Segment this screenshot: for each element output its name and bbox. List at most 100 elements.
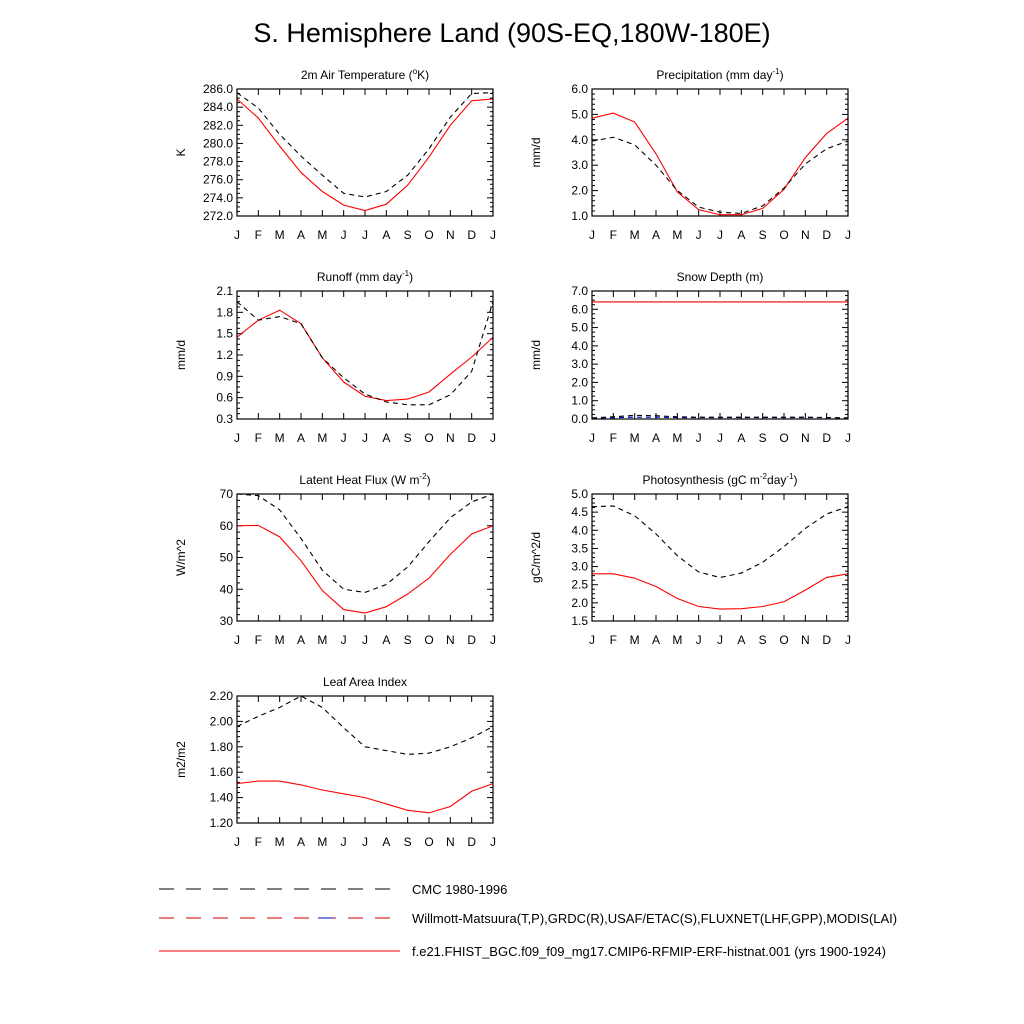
- y-tick-label: 274.0: [203, 191, 233, 205]
- series-line-obs: [236, 92, 494, 198]
- legend: CMC 1980-1996 Willmott-Matsuura(T,P),GRDC…: [159, 882, 897, 959]
- x-tick-label: J: [717, 431, 723, 445]
- y-axis-label: W/m^2: [174, 539, 188, 576]
- y-tick-label: 0.0: [571, 412, 588, 426]
- series-line-model: [236, 780, 494, 814]
- x-tick-label: M: [630, 431, 640, 445]
- x-tick-label: J: [341, 633, 347, 647]
- series-line-model: [591, 112, 849, 216]
- chart-panel-temp: 2m Air Temperature (oK) K 272.0 274.0 276.0 2…: [174, 67, 496, 242]
- x-tick-label: S: [759, 228, 767, 242]
- series-line-model: [592, 573, 849, 610]
- series-line-model: [236, 524, 494, 614]
- chart-panel-lai: Leaf Area Index m2/m2 1.20 1.40 1.60 1.80 2.00…: [174, 675, 496, 849]
- plot-frame: [236, 493, 494, 622]
- y-tick-label: 3.0: [571, 357, 588, 371]
- x-tick-label: O: [424, 835, 433, 849]
- plot-frame: [591, 88, 849, 217]
- y-tick-label: 0.6: [216, 391, 233, 405]
- x-tick-label: A: [652, 228, 660, 242]
- y-tick-label: 4.0: [571, 523, 588, 537]
- y-tick-label: 286.0: [203, 82, 233, 96]
- y-axis-label: mm/d: [529, 138, 543, 168]
- y-tick-label: 1.5: [216, 327, 233, 341]
- y-tick-label: 7.0: [571, 284, 588, 298]
- x-tick-label: D: [467, 228, 476, 242]
- x-tick-label: F: [255, 228, 262, 242]
- x-tick-label: M: [317, 228, 327, 242]
- y-tick-label: 30: [220, 614, 234, 628]
- x-tick-label: A: [737, 228, 745, 242]
- series-line-obs: [236, 493, 494, 593]
- x-tick-label: J: [845, 228, 851, 242]
- x-tick-label: J: [696, 633, 702, 647]
- x-tick-label: O: [779, 633, 788, 647]
- x-tick-label: A: [737, 633, 745, 647]
- x-tick-label: S: [759, 633, 767, 647]
- x-tick-label: J: [589, 633, 595, 647]
- x-tick-label: N: [801, 228, 810, 242]
- y-tick-label: 1.2: [216, 348, 233, 362]
- y-tick-label: 2.5: [571, 578, 588, 592]
- y-tick-label: 1.60: [210, 765, 234, 779]
- x-tick-label: J: [490, 431, 496, 445]
- y-tick-label: 2.00: [210, 714, 234, 728]
- x-tick-label: M: [317, 835, 327, 849]
- y-tick-label: 60: [220, 519, 234, 533]
- x-tick-label: A: [297, 228, 305, 242]
- x-tick-label: M: [672, 633, 682, 647]
- x-tick-label: S: [404, 228, 412, 242]
- series-line-obs: [236, 695, 494, 755]
- x-tick-label: N: [801, 431, 810, 445]
- y-tick-label: 282.0: [203, 118, 233, 132]
- y-tick-label: 276.0: [203, 173, 233, 187]
- y-tick-label: 1.40: [210, 791, 234, 805]
- plot-frame: [236, 290, 494, 420]
- x-tick-label: J: [234, 228, 240, 242]
- x-tick-label: A: [652, 633, 660, 647]
- chart-title: Precipitation (mm day-1): [656, 67, 783, 82]
- series-line-obs: [591, 505, 849, 579]
- y-tick-label: 2.0: [571, 375, 588, 389]
- x-tick-label: N: [446, 633, 455, 647]
- x-tick-label: N: [446, 835, 455, 849]
- x-tick-label: O: [424, 633, 433, 647]
- series-line-obs: [591, 136, 849, 215]
- plot-frame: [236, 695, 494, 824]
- y-tick-label: 3.0: [571, 158, 588, 172]
- y-axis-label: gC/m^2/d: [529, 532, 543, 583]
- y-tick-label: 6.0: [571, 302, 588, 316]
- plot-frame: [591, 290, 849, 420]
- x-tick-label: O: [424, 431, 433, 445]
- x-tick-label: J: [696, 228, 702, 242]
- y-tick-label: 2.20: [210, 689, 234, 703]
- chart-panel-runoff: Runoff (mm day-1) mm/d 0.3 0.6 0.9 1.2 1.5 1.8 2…: [174, 269, 496, 445]
- x-tick-label: J: [362, 228, 368, 242]
- chart-title: Latent Heat Flux (W m-2): [299, 472, 430, 487]
- x-tick-label: J: [341, 431, 347, 445]
- y-tick-label: 1.20: [210, 816, 234, 830]
- x-tick-label: M: [275, 835, 285, 849]
- x-tick-label: A: [652, 431, 660, 445]
- x-tick-label: J: [341, 835, 347, 849]
- x-tick-label: J: [490, 835, 496, 849]
- y-tick-label: 4.5: [571, 505, 588, 519]
- x-tick-label: M: [275, 228, 285, 242]
- x-tick-label: A: [382, 835, 390, 849]
- x-tick-label: N: [446, 228, 455, 242]
- x-tick-label: S: [404, 835, 412, 849]
- x-tick-label: O: [424, 228, 433, 242]
- x-tick-label: J: [234, 633, 240, 647]
- chart-title: Photosynthesis (gC m-2day-1): [643, 472, 798, 487]
- x-tick-label: J: [717, 228, 723, 242]
- x-tick-label: D: [822, 228, 831, 242]
- series-line-obs: [236, 301, 494, 406]
- y-tick-label: 2.0: [571, 184, 588, 198]
- chart-title: Runoff (mm day-1): [317, 269, 413, 284]
- y-tick-label: 2.0: [571, 596, 588, 610]
- y-tick-label: 5.0: [571, 487, 588, 501]
- x-tick-label: F: [255, 431, 262, 445]
- x-tick-label: O: [779, 228, 788, 242]
- chart-title: Leaf Area Index: [323, 675, 407, 689]
- x-tick-label: M: [317, 633, 327, 647]
